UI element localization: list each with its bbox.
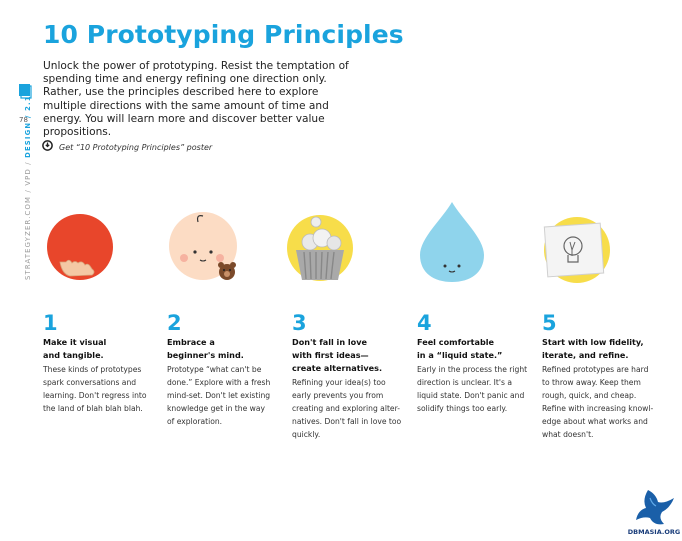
logo-wordmark: DBMASIA.ORG [628, 528, 680, 536]
download-icon [42, 138, 53, 156]
principle-5: 5 Start with low fidelity, iterate, and … [542, 312, 662, 441]
principle-number: 2 [167, 311, 182, 335]
paper-basket-illustration [282, 200, 392, 300]
breadcrumb-section: DESIGN / 2.1 [24, 95, 32, 158]
principle-heading: Don't fall in love with first ideas— cre… [292, 337, 383, 373]
intro-paragraph: Unlock the power of prototyping. Resist … [43, 60, 349, 139]
baby-illustration [158, 200, 268, 300]
principle-heading: Make it visual and tangible. [43, 337, 107, 360]
principle-number: 3 [292, 311, 307, 335]
principle-number: 1 [43, 311, 58, 335]
principle-3: 3 Don't fall in love with first ideas— c… [292, 312, 404, 441]
principle-4: 4 Feel comfortable in a “liquid state.” … [417, 312, 529, 415]
book-icon [18, 83, 32, 99]
water-drop-illustration [407, 200, 517, 300]
dbmasia-logo: DBMASIA.ORG [628, 486, 680, 536]
page-number: 78 [19, 116, 28, 124]
principle-2: 2 Embrace a beginner's mind. Prototype “… [167, 312, 279, 428]
poster-link-label: Get “10 Prototyping Principles” poster [59, 142, 213, 152]
ball-illustration [30, 200, 140, 300]
principle-number: 5 [542, 311, 557, 335]
principle-heading: Feel comfortable in a “liquid state.” [417, 337, 503, 360]
lightbulb-sketch-illustration [532, 200, 642, 300]
principle-body: Early in the process the right direction… [417, 365, 528, 413]
principle-heading: Embrace a beginner's mind. [167, 337, 244, 360]
principle-body: Refining your idea(s) too early prevents… [292, 378, 402, 439]
poster-link[interactable]: Get “10 Prototyping Principles” poster [42, 138, 212, 156]
principle-number: 4 [417, 311, 432, 335]
principle-body: Refined prototypes are hard to throw awa… [542, 365, 654, 439]
principle-body: Prototype “what can't be done.” Explore … [167, 365, 271, 426]
principle-body: These kinds of prototypes spark conversa… [43, 365, 147, 413]
principle-1: 1 Make it visual and tangible. These kin… [43, 312, 155, 415]
page-title: 10 Prototyping Principles [43, 20, 404, 49]
principle-heading: Start with low fidelity, iterate, and re… [542, 337, 644, 360]
